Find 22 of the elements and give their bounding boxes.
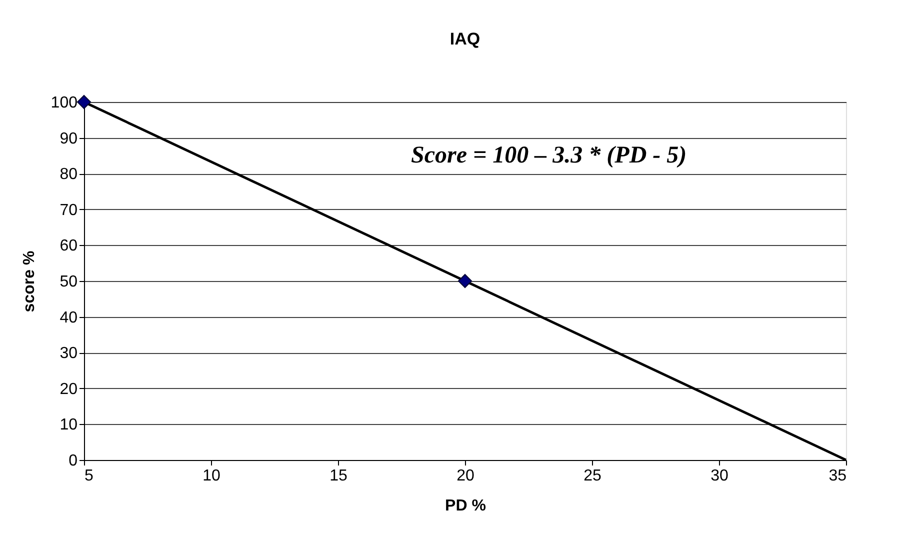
y-tick-label: 70 [60, 202, 78, 219]
x-tick-label: 25 [584, 468, 602, 484]
chart-title: IAQ [450, 29, 480, 48]
y-tick-label: 50 [60, 274, 78, 290]
x-tick-label: 20 [456, 468, 474, 484]
y-tick-label: 0 [68, 452, 78, 470]
y-tick-label: 20 [60, 380, 78, 398]
y-tick-label: 30 [60, 345, 78, 362]
y-tick-label: 100 [50, 94, 78, 112]
y-tick-label: 10 [60, 416, 78, 434]
x-axis-title: PD % [445, 498, 486, 514]
x-tick-label: 35 [828, 468, 847, 484]
x-tick-label: 5 [84, 468, 94, 484]
y-tick-label: 40 [60, 309, 78, 326]
x-tick-label: 15 [330, 468, 348, 484]
x-tick-label: 10 [202, 468, 220, 484]
x-tick-label: 30 [710, 468, 728, 484]
y-axis-title: score % [20, 250, 38, 312]
y-tick-label: 90 [60, 130, 78, 148]
y-tick-label: 60 [60, 238, 78, 255]
annotation: Score = 100 – 3.3 * (PD - 5) [411, 142, 687, 169]
y-tick-label: 80 [60, 166, 78, 184]
